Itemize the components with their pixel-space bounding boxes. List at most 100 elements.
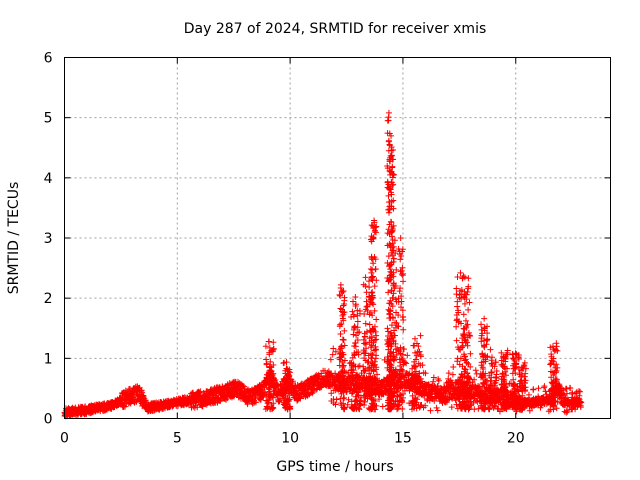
data-point: [530, 386, 537, 393]
data-point: [455, 395, 462, 402]
data-point: [457, 387, 464, 394]
data-point: [266, 388, 273, 395]
data-point: [368, 294, 375, 301]
data-point: [339, 336, 346, 343]
data-point: [310, 387, 317, 394]
data-point: [369, 390, 376, 397]
data-point: [356, 328, 363, 335]
data-point: [411, 358, 418, 365]
data-point: [390, 273, 397, 280]
data-point: [286, 376, 293, 383]
data-point: [445, 370, 452, 377]
data-point: [491, 363, 498, 370]
data-point: [374, 371, 381, 378]
y-tick-label: 1: [44, 351, 53, 367]
data-point: [272, 376, 279, 383]
y-tick-label: 3: [44, 231, 53, 247]
data-point: [355, 381, 362, 388]
data-point: [478, 321, 485, 328]
data-point: [354, 318, 361, 325]
data-point: [486, 386, 493, 393]
data-point: [481, 344, 488, 351]
data-point: [357, 401, 364, 408]
data-point: [268, 381, 275, 388]
data-point: [453, 323, 460, 330]
data-point: [516, 405, 523, 412]
data-point: [412, 382, 419, 389]
data-point: [352, 363, 359, 370]
data-point: [461, 300, 468, 307]
data-point: [345, 396, 352, 403]
data-point: [341, 342, 348, 349]
data-point: [404, 352, 411, 359]
data-point: [386, 185, 393, 192]
data-point: [462, 317, 469, 324]
data-point: [517, 397, 524, 404]
data-point: [361, 392, 368, 399]
data-point: [284, 397, 291, 404]
data-point: [363, 386, 370, 393]
data-point: [453, 387, 460, 394]
data-point: [554, 398, 561, 405]
data-point: [371, 323, 378, 330]
data-point: [501, 404, 508, 411]
data-point: [461, 353, 468, 360]
data-point: [348, 372, 355, 379]
data-point: [390, 243, 397, 250]
data-point: [353, 332, 360, 339]
data-point: [463, 291, 470, 298]
data-point: [341, 406, 348, 413]
data-point: [390, 181, 397, 188]
data-point: [466, 299, 473, 306]
data-point: [376, 396, 383, 403]
data-point: [260, 392, 267, 399]
data-point: [349, 387, 356, 394]
data-point: [338, 390, 345, 397]
data-point: [509, 370, 516, 377]
data-point: [364, 307, 371, 314]
data-point: [417, 387, 424, 394]
data-point: [519, 365, 526, 372]
data-point: [387, 343, 394, 350]
data-point: [354, 377, 361, 384]
data-point: [368, 367, 375, 374]
data-point: [367, 344, 374, 351]
data-point: [336, 385, 343, 392]
data-point: [427, 407, 434, 414]
data-point: [501, 380, 508, 387]
data-point: [510, 382, 517, 389]
data-point: [466, 405, 473, 412]
data-point: [391, 285, 398, 292]
data-point: [387, 186, 394, 193]
data-point: [462, 383, 469, 390]
data-point: [385, 137, 392, 144]
data-point: [577, 388, 584, 395]
data-point: [516, 371, 523, 378]
data-point: [361, 311, 368, 318]
data-point: [479, 351, 486, 358]
data-point: [521, 379, 528, 386]
data-point: [399, 367, 406, 374]
data-point: [392, 250, 399, 257]
data-point: [366, 321, 373, 328]
data-point: [453, 312, 460, 319]
data-point: [461, 368, 468, 375]
data-point: [384, 259, 391, 266]
data-point: [466, 387, 473, 394]
data-point: [354, 307, 361, 314]
data-point: [411, 371, 418, 378]
data-point: [490, 389, 497, 396]
data-point: [351, 406, 358, 413]
x-tick-label: 5: [173, 431, 182, 447]
data-point: [352, 293, 359, 300]
data-point: [397, 256, 404, 263]
x-tick-label: 20: [507, 431, 525, 447]
data-point: [369, 351, 376, 358]
data-point: [399, 264, 406, 271]
data-point: [550, 346, 557, 353]
data-point: [338, 345, 344, 352]
data-point: [361, 349, 368, 356]
data-point: [337, 281, 344, 288]
data-point: [390, 400, 397, 407]
data-point: [390, 171, 397, 178]
